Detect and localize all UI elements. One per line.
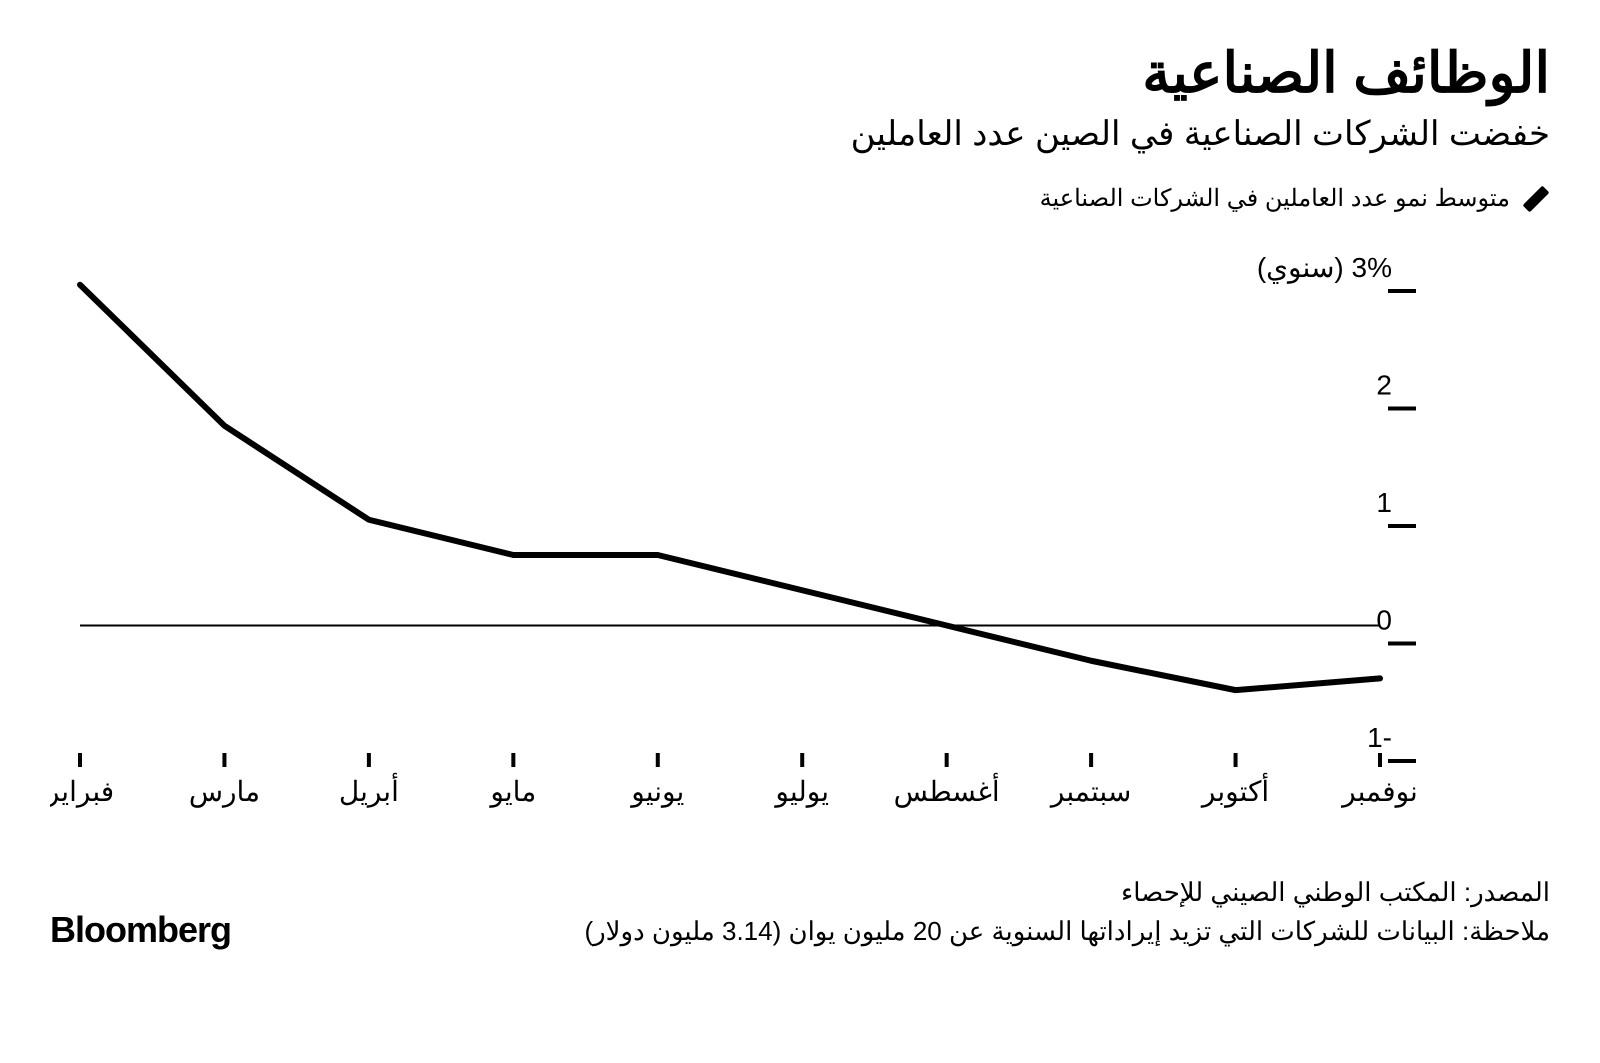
chart-title: الوظائف الصناعية [50,40,1550,106]
source-text: المصدر: المكتب الوطني الصيني للإحصاء [584,873,1550,912]
svg-text:سبتمبر: سبتمبر [1049,776,1131,808]
svg-text:نوفمبر: نوفمبر [1340,776,1418,808]
svg-text:-1: -1 [1367,722,1392,753]
svg-text:2: 2 [1376,370,1392,401]
svg-text:3% (سنوي): 3% (سنوي) [1257,252,1392,284]
svg-text:0: 0 [1376,605,1392,636]
legend: متوسط نمو عدد العاملين في الشركات الصناع… [50,184,1550,213]
svg-text:مايو: مايو [488,776,536,808]
svg-text:مارس: مارس [189,776,260,808]
svg-text:فبراير: فبراير [50,776,114,808]
svg-text:يونيو: يونيو [629,776,684,808]
legend-swatch-icon [1523,185,1550,212]
svg-text:يوليو: يوليو [773,776,829,808]
svg-text:1: 1 [1376,487,1392,518]
svg-text:أبريل: أبريل [339,773,399,808]
legend-label: متوسط نمو عدد العاملين في الشركات الصناع… [1040,184,1510,213]
svg-text:أكتوبر: أكتوبر [1200,773,1269,808]
brand-logo: Bloomberg [50,909,231,951]
footer: المصدر: المكتب الوطني الصيني للإحصاء ملا… [50,873,1550,951]
chart-subtitle: خفضت الشركات الصناعية في الصين عدد العام… [50,114,1550,154]
svg-text:أغسطس: أغسطس [894,773,1000,808]
note-text: ملاحظة: البيانات للشركات التي تزيد إيراد… [584,912,1550,951]
line-chart: 3% (سنوي) 2 1 0 -1 فبراير مارس أبريل مايو يونيو يو… [50,233,1550,833]
